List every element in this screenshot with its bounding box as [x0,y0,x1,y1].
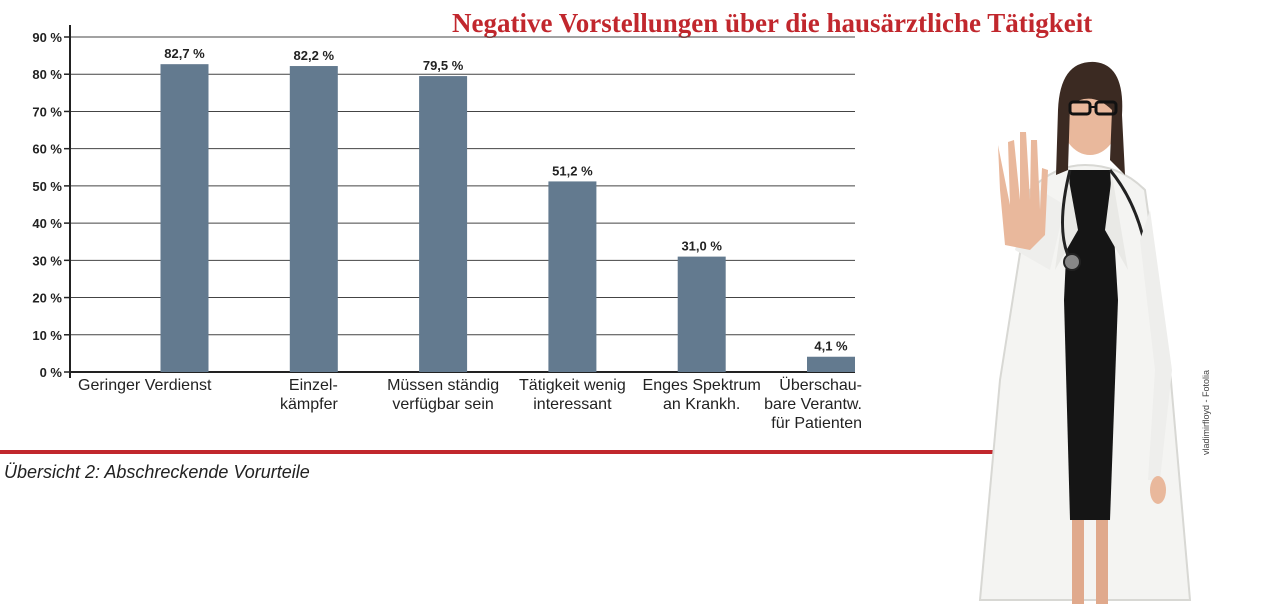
y-tick-label: 50 % [32,179,62,194]
photo-credit: vladimirfloyd - Fotolia [1201,369,1211,455]
bar [289,66,338,373]
bar [548,181,597,372]
y-tick-label: 30 % [32,253,62,268]
x-category-label: Überschau- bare Verantw. für Patienten [764,377,862,432]
bar-chart: 0 %10 %20 %30 %40 %50 %60 %70 %80 %90 % … [32,25,855,380]
y-tick-label: 10 % [32,328,62,343]
y-tick-label: 0 % [40,365,63,380]
chart-title: Negative Vorstellungen über die hausärzt… [452,8,1093,38]
y-tick-label: 70 % [32,104,62,119]
x-category-label: Enges Spektrum an Krankh. [642,377,761,413]
bar-value-label: 79,5 % [423,58,464,73]
bar [807,356,855,372]
x-category-label: Einzel- kämpfer [280,377,338,413]
doctor-photo [978,61,1192,604]
y-tick-label: 80 % [32,67,62,82]
bar-value-label: 31,0 % [681,239,722,254]
bar-value-label: 82,2 % [294,48,335,63]
y-tick-label: 20 % [32,291,62,306]
bar [419,76,468,372]
bar-value-label: 4,1 % [814,339,848,354]
y-tick-label: 60 % [32,142,62,157]
red-divider-line [0,450,1172,454]
y-tick-label: 90 % [32,30,62,45]
bar [160,64,209,372]
bars [160,64,855,373]
x-category-label: Tätigkeit wenig interessant [519,377,626,413]
bar [677,256,726,372]
y-tick-label: 40 % [32,216,62,231]
bar-value-label: 82,7 % [164,46,205,61]
x-category-label: Müssen ständig verfügbar sein [387,377,500,413]
bar-value-label: 51,2 % [552,163,593,178]
value-labels: 82,7 % 82,2 % 79,5 % 51,2 % 31,0 % 4,1 % [164,46,848,354]
x-category-label: Geringer Verdienst [78,377,212,394]
figure-caption: Übersicht 2: Abschreckende Vorurteile [4,462,310,482]
